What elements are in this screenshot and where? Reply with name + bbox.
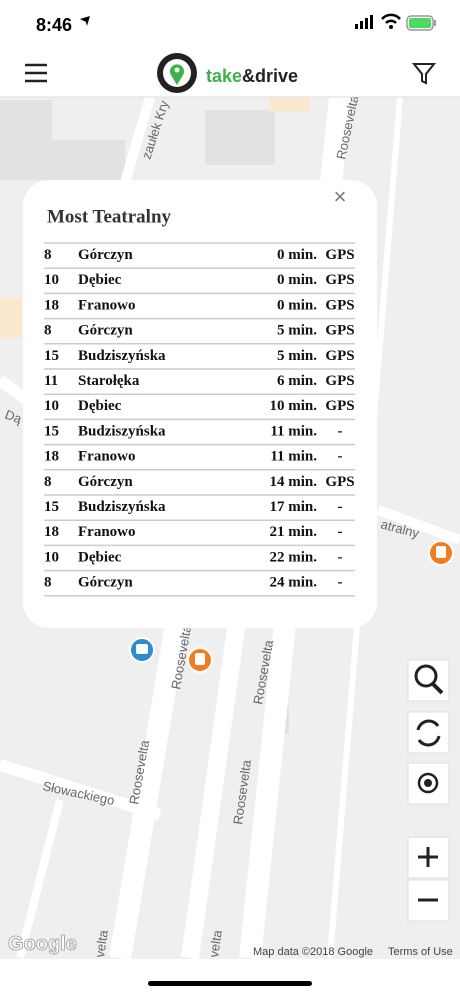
line-number: 8 bbox=[44, 474, 52, 490]
departure-time: 24 min. bbox=[269, 575, 317, 591]
gps-status: GPS bbox=[325, 348, 354, 364]
line-number: 8 bbox=[44, 575, 52, 591]
destination: Górczyn bbox=[78, 575, 133, 591]
google-logo: Google bbox=[8, 933, 77, 955]
locate-button[interactable] bbox=[407, 762, 450, 805]
gps-status: GPS bbox=[325, 272, 354, 288]
destination: Dębiec bbox=[78, 398, 122, 414]
destination: Górczyn bbox=[78, 474, 133, 490]
line-number: 15 bbox=[44, 348, 59, 364]
street-label: velta bbox=[206, 928, 225, 958]
map-controls bbox=[407, 659, 450, 922]
line-number: 10 bbox=[44, 272, 59, 288]
line-number: 10 bbox=[44, 549, 59, 565]
gps-status: - bbox=[338, 549, 343, 565]
departure-time: 0 min. bbox=[277, 297, 317, 313]
map-attribution: Map data ©2018 Google bbox=[253, 946, 373, 958]
logo-drive: &drive bbox=[242, 66, 298, 86]
destination: Franowo bbox=[78, 297, 136, 313]
stop-icon[interactable] bbox=[187, 647, 213, 673]
zoom-out-button[interactable] bbox=[407, 879, 450, 922]
destination: Dębiec bbox=[78, 549, 122, 565]
gps-status: GPS bbox=[325, 474, 354, 490]
destination: Starołęka bbox=[78, 373, 140, 389]
gps-status: GPS bbox=[325, 398, 354, 414]
close-button[interactable]: × bbox=[334, 184, 347, 209]
departure-time: 0 min. bbox=[277, 247, 317, 263]
stop-icon[interactable] bbox=[129, 637, 155, 663]
destination: Franowo bbox=[78, 524, 136, 540]
gps-status: GPS bbox=[325, 323, 354, 339]
menu-button[interactable] bbox=[25, 63, 47, 83]
departure-time: 14 min. bbox=[269, 474, 317, 490]
gps-status: GPS bbox=[325, 373, 354, 389]
status-icons bbox=[355, 13, 436, 31]
departure-time: 10 min. bbox=[269, 398, 317, 414]
departure-time: 5 min. bbox=[277, 348, 317, 364]
line-number: 18 bbox=[44, 524, 59, 540]
stop-popup: Most Teatralny × 8 Górczyn 0 min. GPS 10 Dębi… bbox=[23, 180, 377, 628]
search-stop-button[interactable] bbox=[407, 659, 450, 702]
departure-time: 21 min. bbox=[269, 524, 317, 540]
gps-status: - bbox=[338, 499, 343, 515]
destination: Budziszyńska bbox=[78, 423, 166, 439]
line-number: 11 bbox=[44, 373, 58, 389]
logo-text: take&drive bbox=[206, 66, 298, 86]
line-number: 15 bbox=[44, 499, 59, 515]
line-number: 8 bbox=[44, 247, 52, 263]
gps-status: GPS bbox=[325, 297, 354, 313]
street-label: Dą bbox=[3, 407, 24, 427]
line-number: 10 bbox=[44, 398, 59, 414]
street-label: velta bbox=[92, 928, 111, 958]
gps-status: - bbox=[338, 423, 343, 439]
departure-time: 11 min. bbox=[270, 449, 317, 465]
destination: Górczyn bbox=[78, 247, 133, 263]
departure-time: 5 min. bbox=[277, 323, 317, 339]
home-indicator bbox=[148, 981, 312, 986]
departure-time: 6 min. bbox=[277, 373, 317, 389]
line-number: 18 bbox=[44, 297, 59, 313]
gps-status: GPS bbox=[325, 247, 354, 263]
logo: take&drive bbox=[157, 53, 298, 93]
status-time: 8:46 bbox=[36, 15, 72, 35]
terms-link[interactable]: Terms of Use bbox=[388, 946, 453, 958]
departure-time: 0 min. bbox=[277, 272, 317, 288]
line-number: 8 bbox=[44, 323, 52, 339]
stop-icon[interactable] bbox=[428, 540, 454, 566]
gps-status: - bbox=[338, 575, 343, 591]
destination: Budziszyńska bbox=[78, 348, 166, 364]
destination: Dębiec bbox=[78, 272, 122, 288]
departure-time: 22 min. bbox=[269, 549, 317, 565]
zoom-in-button[interactable] bbox=[407, 836, 450, 879]
filter-button[interactable] bbox=[411, 63, 437, 85]
destination: Franowo bbox=[78, 449, 136, 465]
gps-status: - bbox=[338, 524, 343, 540]
line-number: 18 bbox=[44, 449, 59, 465]
gps-status: - bbox=[338, 449, 343, 465]
destination: Budziszyńska bbox=[78, 499, 166, 515]
departure-time: 17 min. bbox=[269, 499, 317, 515]
departure-time: 11 min. bbox=[270, 423, 317, 439]
destination: Górczyn bbox=[78, 323, 133, 339]
refresh-button[interactable] bbox=[407, 711, 450, 754]
line-number: 15 bbox=[44, 423, 59, 439]
popup-card bbox=[23, 180, 377, 628]
logo-take: take bbox=[206, 66, 242, 86]
bottom-bar bbox=[0, 959, 460, 996]
popup-title: Most Teatralny bbox=[47, 206, 172, 227]
